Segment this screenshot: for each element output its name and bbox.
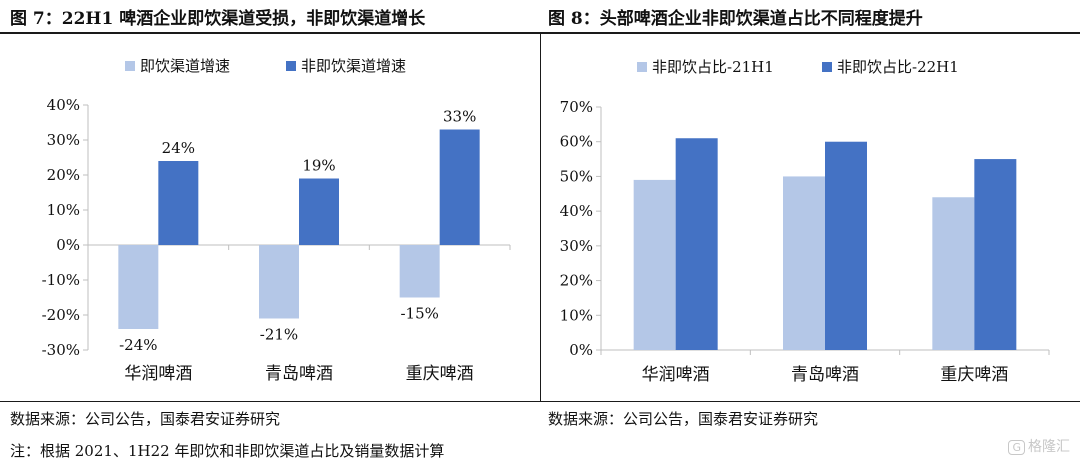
bar-1-1: [118, 245, 159, 329]
bar-2-3: [439, 129, 480, 245]
panel-divider: [540, 33, 541, 401]
legend-label-1: 即饮渠道增速: [140, 57, 230, 75]
y-tick-label: 40%: [560, 202, 593, 220]
legend-swatch-2: [286, 61, 296, 71]
data-label-2-2: 19%: [302, 157, 335, 175]
bar-2-1: [675, 138, 718, 350]
figure-8-title: 图 8：头部啤酒企业非即饮渠道占比不同程度提升: [548, 9, 923, 29]
data-label-2-1: 24%: [162, 139, 195, 157]
y-tick-label: 70%: [560, 98, 593, 116]
data-label-1-1: -24%: [119, 336, 157, 354]
data-label-1-2: -21%: [260, 326, 298, 344]
y-tick-label: 30%: [47, 131, 80, 149]
y-tick-label: 40%: [47, 96, 80, 114]
chart-panel-non-ontrade-share: 非即饮占比-21H1 非即饮占比-22H1 0% 10% 20% 30% 40% 50% 60%…: [541, 34, 1080, 405]
watermark-logo: G 格隆汇: [1008, 436, 1070, 456]
legend-label-1: 非即饮占比-21H1: [652, 58, 774, 76]
data-label-2-3: 33%: [443, 108, 476, 126]
watermark-text: 格隆汇: [1028, 439, 1070, 455]
category-label: 华润啤酒: [124, 364, 192, 384]
source-rule: [0, 401, 1080, 402]
y-tick-label: -10%: [42, 271, 80, 289]
y-tick-label: 60%: [560, 133, 593, 151]
legend-label-2: 非即饮渠道增速: [301, 57, 406, 75]
data-label-1-3: -15%: [400, 305, 438, 323]
bar-1-2: [259, 245, 299, 319]
bar-1-3: [399, 245, 440, 298]
y-tick-label: 0%: [569, 341, 593, 359]
bar-1-3: [932, 197, 975, 350]
category-label: 青岛啤酒: [791, 365, 859, 385]
source-note-right: 数据来源：公司公告，国泰君安证券研究: [548, 410, 819, 428]
footnote: 注：根据 2021、1H22 年即饮和非即饮渠道占比及销量数据计算: [10, 442, 445, 460]
bar-1-1: [633, 179, 676, 350]
legend-swatch-1: [125, 61, 135, 71]
chart-channel-growth: 即饮渠道增速 非即饮渠道增速 -30% -20% -10% 0% 10% 20% 30% 40% -…: [42, 57, 511, 384]
y-tick-label: 0%: [56, 236, 80, 254]
y-tick-label: 20%: [560, 272, 593, 290]
source-note-left: 数据来源：公司公告，国泰君安证券研究: [10, 410, 281, 428]
watermark-icon: G: [1008, 440, 1025, 455]
y-tick-label: 30%: [560, 237, 593, 255]
y-tick-label: 50%: [560, 167, 593, 185]
y-tick-label: 10%: [47, 201, 80, 219]
bar-2-3: [974, 159, 1017, 350]
figure-7-title: 图 7：22H1 啤酒企业即饮渠道受损，非即饮渠道增长: [10, 9, 426, 29]
bar-2-2: [825, 141, 867, 350]
legend-swatch-1: [637, 62, 647, 72]
category-label: 青岛啤酒: [265, 364, 333, 384]
chart-non-ontrade-share: 非即饮占比-21H1 非即饮占比-22H1 0% 10% 20% 30% 40% 50% 60%…: [560, 58, 1050, 385]
category-label: 重庆啤酒: [940, 365, 1008, 385]
bar-1-2: [783, 176, 825, 350]
category-label: 重庆啤酒: [406, 364, 474, 384]
bar-2-2: [299, 178, 339, 245]
y-tick-label: 10%: [560, 306, 593, 324]
y-tick-label: 20%: [47, 166, 80, 184]
chart-panel-channel-growth: 即饮渠道增速 非即饮渠道增速 -30% -20% -10% 0% 10% 20% 30% 40% -…: [0, 34, 540, 405]
legend-swatch-2: [822, 62, 832, 72]
y-tick-label: -20%: [42, 306, 80, 324]
y-tick-label: -30%: [42, 341, 80, 359]
category-label: 华润啤酒: [642, 365, 710, 385]
legend-label-2: 非即饮占比-22H1: [837, 58, 959, 76]
bar-2-1: [158, 161, 199, 245]
